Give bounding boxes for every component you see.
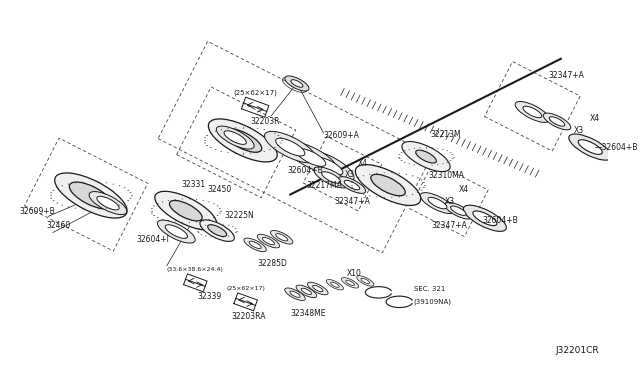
- Ellipse shape: [291, 80, 303, 87]
- Ellipse shape: [285, 76, 309, 91]
- Text: 32604+I: 32604+I: [136, 235, 170, 244]
- Ellipse shape: [371, 174, 405, 196]
- Ellipse shape: [569, 134, 612, 160]
- Text: 32347+A: 32347+A: [335, 197, 371, 206]
- Ellipse shape: [209, 119, 277, 162]
- Ellipse shape: [271, 231, 293, 244]
- Text: (39109NA): (39109NA): [413, 299, 452, 305]
- Ellipse shape: [276, 234, 288, 241]
- Ellipse shape: [69, 182, 113, 209]
- Ellipse shape: [157, 220, 195, 243]
- Text: (25×62×17): (25×62×17): [233, 90, 277, 96]
- Ellipse shape: [445, 202, 472, 219]
- Ellipse shape: [249, 241, 261, 248]
- Text: 32203RA: 32203RA: [232, 312, 266, 321]
- Ellipse shape: [165, 225, 188, 238]
- Ellipse shape: [207, 225, 227, 237]
- Text: X3: X3: [344, 170, 355, 179]
- Ellipse shape: [356, 276, 374, 286]
- Ellipse shape: [338, 177, 365, 193]
- Text: SEC. 321: SEC. 321: [413, 286, 445, 292]
- Text: 32604+B: 32604+B: [287, 166, 323, 175]
- Ellipse shape: [262, 237, 275, 245]
- Text: 32347+A: 32347+A: [432, 221, 468, 230]
- Ellipse shape: [355, 165, 420, 205]
- Text: 32331: 32331: [181, 180, 205, 189]
- Ellipse shape: [307, 282, 328, 295]
- Ellipse shape: [579, 140, 602, 154]
- Ellipse shape: [549, 117, 564, 126]
- Text: X4: X4: [358, 159, 368, 168]
- Text: 32285D: 32285D: [257, 259, 287, 268]
- Ellipse shape: [322, 172, 340, 183]
- Text: 32347+A: 32347+A: [548, 71, 584, 80]
- Ellipse shape: [326, 279, 344, 290]
- Ellipse shape: [290, 291, 300, 297]
- Ellipse shape: [264, 131, 316, 163]
- Text: X10: X10: [348, 269, 362, 278]
- Text: 32609+B: 32609+B: [20, 207, 56, 216]
- Ellipse shape: [303, 150, 354, 182]
- Text: 32460: 32460: [46, 221, 70, 230]
- Text: X4: X4: [458, 185, 468, 194]
- Text: 32213M: 32213M: [431, 131, 461, 140]
- Ellipse shape: [285, 142, 337, 173]
- Text: 32339: 32339: [197, 292, 221, 301]
- Ellipse shape: [543, 113, 571, 130]
- Ellipse shape: [416, 150, 436, 163]
- Text: X3: X3: [445, 197, 455, 206]
- Ellipse shape: [451, 206, 466, 215]
- Ellipse shape: [296, 149, 326, 166]
- Ellipse shape: [296, 285, 317, 298]
- Ellipse shape: [224, 129, 262, 152]
- Ellipse shape: [428, 197, 447, 209]
- Ellipse shape: [54, 173, 127, 218]
- Text: (33.6×38.6×24.4): (33.6×38.6×24.4): [167, 267, 224, 272]
- Text: 32203R: 32203R: [250, 117, 280, 126]
- Text: J32201CR: J32201CR: [555, 346, 599, 355]
- Ellipse shape: [473, 211, 497, 225]
- Text: 32604+B: 32604+B: [482, 216, 518, 225]
- Text: —32604+B: —32604+B: [595, 142, 638, 151]
- Ellipse shape: [170, 201, 202, 221]
- Text: 32310MA: 32310MA: [428, 171, 464, 180]
- Text: X3: X3: [574, 126, 584, 135]
- Ellipse shape: [97, 196, 119, 210]
- Text: 32225N: 32225N: [225, 211, 255, 220]
- Text: 32217MA: 32217MA: [307, 180, 342, 190]
- Ellipse shape: [89, 192, 127, 215]
- Text: 32609+A: 32609+A: [323, 131, 360, 140]
- Text: 32348ME: 32348ME: [291, 309, 326, 318]
- Ellipse shape: [285, 288, 305, 301]
- Ellipse shape: [342, 278, 358, 288]
- Ellipse shape: [463, 205, 506, 231]
- Text: X4: X4: [589, 114, 600, 123]
- Ellipse shape: [331, 282, 339, 287]
- Ellipse shape: [301, 288, 312, 295]
- Ellipse shape: [515, 102, 550, 122]
- Ellipse shape: [216, 126, 254, 149]
- Ellipse shape: [420, 193, 454, 214]
- Ellipse shape: [224, 131, 246, 144]
- Ellipse shape: [314, 167, 348, 188]
- Ellipse shape: [257, 234, 280, 248]
- Text: 32450: 32450: [207, 185, 232, 194]
- Ellipse shape: [346, 280, 355, 285]
- Text: (25×62×17): (25×62×17): [226, 286, 265, 291]
- Ellipse shape: [314, 157, 343, 175]
- Ellipse shape: [276, 138, 305, 156]
- Ellipse shape: [344, 180, 360, 190]
- Ellipse shape: [523, 106, 542, 118]
- Ellipse shape: [361, 278, 369, 283]
- Ellipse shape: [312, 285, 323, 292]
- Ellipse shape: [200, 220, 234, 241]
- Ellipse shape: [244, 238, 266, 252]
- Ellipse shape: [155, 191, 217, 230]
- Ellipse shape: [402, 141, 450, 171]
